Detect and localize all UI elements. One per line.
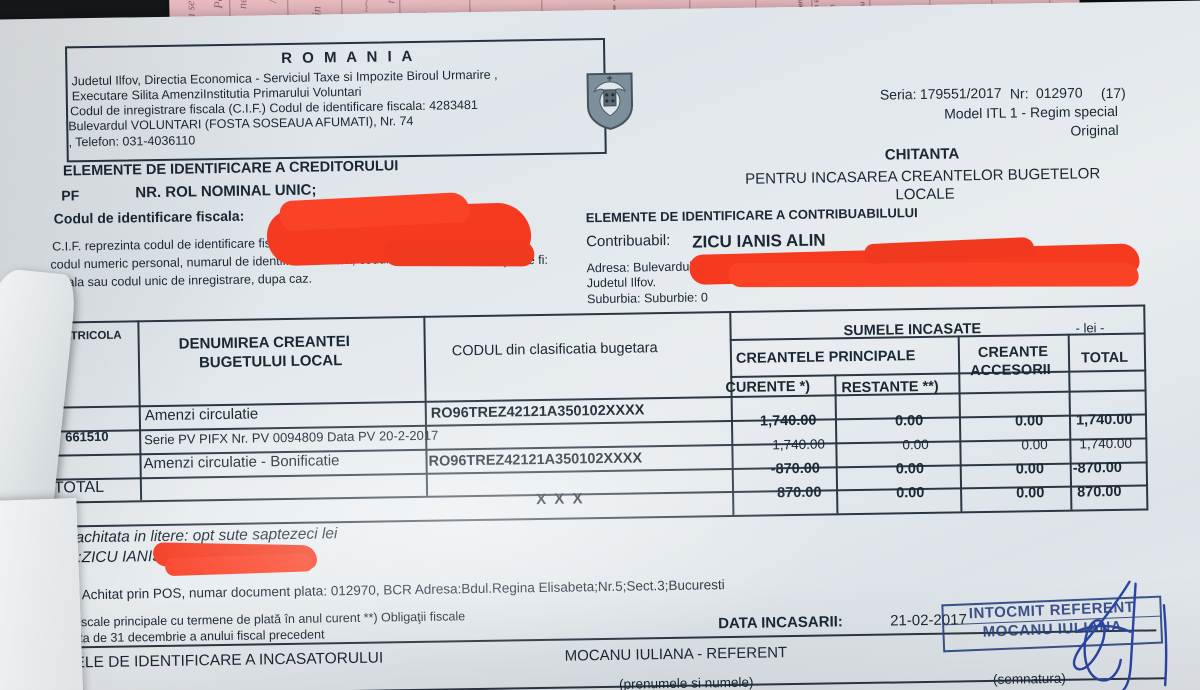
header-codul: CODUL din clasificatia bugetara <box>451 340 658 360</box>
cif-label: Codul de identificare fiscala: <box>53 207 245 227</box>
receipt-title: CHITANTA <box>884 145 960 164</box>
row-total: 1,740.00 <box>1079 435 1133 452</box>
lower-paper-edge <box>0 497 84 690</box>
taxpayer-name: ZICU IANIS ALIN <box>692 230 826 252</box>
table-col-accesorii <box>957 335 963 512</box>
row-cod: RO96TREZ42121A350102XXXX <box>428 450 643 470</box>
row-total: 1,740.00 <box>1075 411 1133 429</box>
row-restante: 0.00 <box>895 460 925 478</box>
row-restante: 0.00 <box>902 436 929 453</box>
header-creante-accesorii-2: ACCESORII <box>970 361 1051 380</box>
header-denumirea-line2: BUGETULUI LOCAL <box>198 352 343 372</box>
taxpayer-section-title: ELEMENTE DE IDENTIFICARE A CONTRIBUABILU… <box>585 205 918 226</box>
signature-caption: (semnatura) <box>992 670 1066 687</box>
header-curente: CURENTE *) <box>725 378 811 397</box>
header-lei: - lei - <box>1075 320 1105 336</box>
nr-label: Nr: <box>1009 85 1029 102</box>
row-denumire: Serie PV PIFX Nr. PV 0094809 Data PV 20-… <box>144 427 439 448</box>
pf-label: PF <box>61 187 80 204</box>
table-col-cod <box>729 311 735 516</box>
taxpayer-label: Contribuabil: <box>586 231 671 251</box>
redaction-payer-name-2 <box>164 553 314 577</box>
table-col-denumire <box>423 315 428 496</box>
total-row-restante: 0.00 <box>896 484 925 502</box>
row-curente: 1,740.00 <box>772 436 826 453</box>
total-row-total: 870.00 <box>1077 483 1122 501</box>
nr-value: 012970 <box>1035 84 1083 102</box>
row-denumire: Amenzi circulatie - Bonificatie <box>143 452 340 473</box>
row-accesorii: 0.00 <box>1014 413 1044 430</box>
row-matricola: 661510 <box>65 428 109 445</box>
address-label: Adresa: Bulevardul <box>586 259 693 276</box>
total-row-label: TOTAL <box>53 478 105 497</box>
table-col-right <box>1143 304 1149 509</box>
row-denumire: Amenzi circulatie <box>144 405 259 425</box>
header-creante-accesorii-1: CREANTE <box>977 344 1049 362</box>
header-sumele-incasate: SUMELE INCASATE <box>843 321 982 340</box>
header-total: TOTAL <box>1080 349 1129 367</box>
total-row-xxx: X X X <box>536 490 585 509</box>
header-denumirea-line1: DENUMIREA CREANTEI <box>178 332 350 353</box>
county-line: Judetul Ilfov. <box>586 275 657 291</box>
total-row-accesorii: 0.00 <box>1016 485 1045 502</box>
row-cod: RO96TREZ42121A350102XXXX <box>430 402 645 422</box>
header-creante-principale: CREANTELE PRINCIPALE <box>735 348 916 367</box>
header-restante: RESTANTE **) <box>841 378 939 397</box>
table-line-row4 <box>48 484 1149 504</box>
row-total: -870.00 <box>1072 459 1123 477</box>
collector-section-title: MENTELE DE IDENTIFICARE A INCASATORULUI <box>30 649 384 673</box>
country-title: R O M A N I A <box>281 47 416 68</box>
table-line-hdr2 <box>730 369 1147 378</box>
row-curente: 1,740.00 <box>759 412 817 430</box>
row-accesorii: 0.00 <box>1015 461 1045 478</box>
model-line: Model ITL 1 - Regim special <box>944 102 1119 122</box>
seria-value: 179551/2017 <box>919 84 1002 103</box>
suburb-line: Suburbia: Suburbie: 0 <box>586 290 709 307</box>
copy-line: Original <box>1070 121 1119 139</box>
total-row-curente: 870.00 <box>776 484 822 502</box>
rol-label: NR. ROL NOMINAL UNIC; <box>135 181 317 202</box>
cif-note-line-3: fiscala sau codul unic de inregistrare, … <box>48 271 313 290</box>
row-curente: -870.00 <box>770 460 821 478</box>
nr-paren: (17) <box>1100 84 1126 102</box>
table-col-total <box>1067 333 1073 510</box>
table-line-bottom <box>48 508 1149 528</box>
mentiuni-line: Mentiuni Achitat prin POS, numar documen… <box>27 577 725 604</box>
creditor-line-5: , Telefon: 031-4036110 <box>68 133 196 150</box>
collector-name: MOCANU IULIANA - REFERENT <box>564 644 788 665</box>
coat-of-arms-icon <box>585 72 634 131</box>
official-stamp: INTOCMIT REFERENT MOCANU IULIANA <box>941 595 1164 653</box>
collector-caption: (prenumele si numele) <box>618 674 754 690</box>
table-col-matricola <box>137 320 142 501</box>
footnote-1: Obligaţii fiscale principale cu termene … <box>25 609 466 631</box>
redaction-rol-number-tail <box>384 240 535 267</box>
row-restante: 0.00 <box>894 412 924 430</box>
date-label: DATA INCASARII: <box>718 613 843 633</box>
receipt-subtitle-2: LOCALE <box>895 185 955 204</box>
row-accesorii: 0.00 <box>1021 437 1048 453</box>
seria-label: Seria: <box>879 86 917 103</box>
redaction-address-2 <box>728 262 1139 288</box>
